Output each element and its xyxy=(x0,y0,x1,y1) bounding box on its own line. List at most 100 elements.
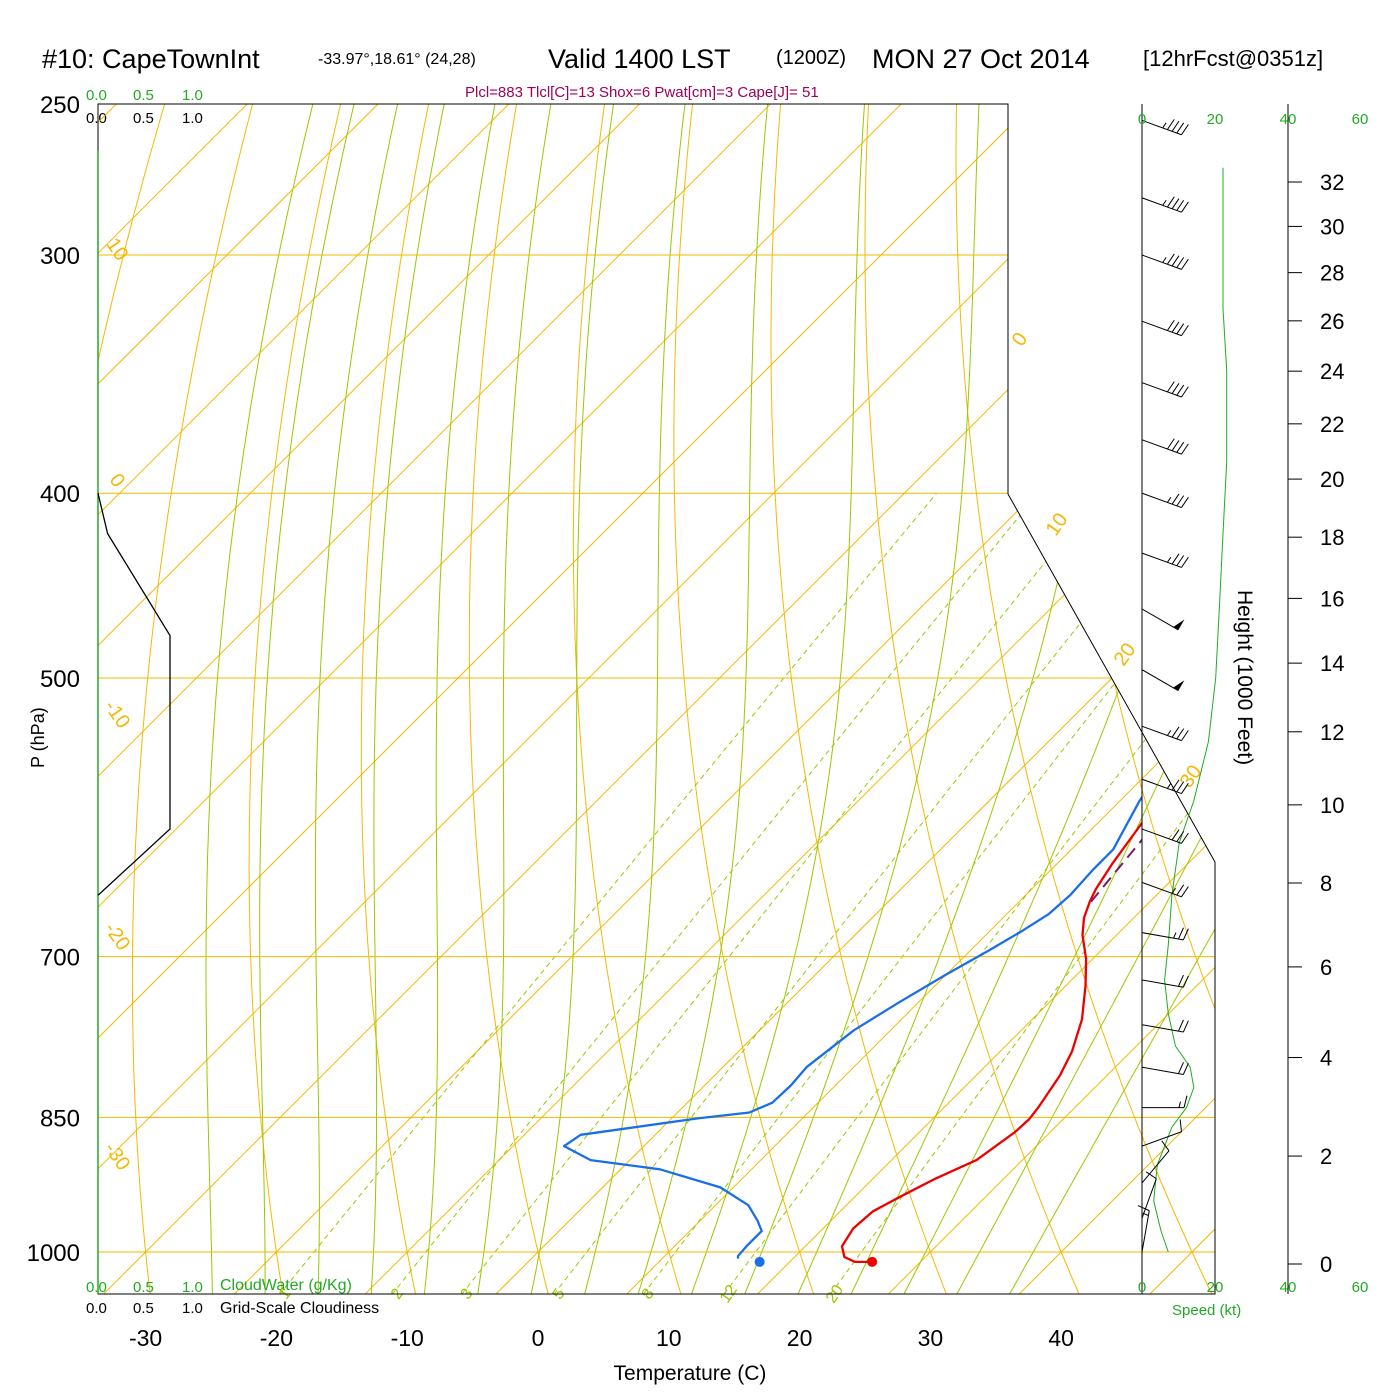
wind-barb-staff xyxy=(1141,439,1182,455)
wind-barb-full xyxy=(1176,495,1185,507)
wind-barb-full xyxy=(1166,438,1175,450)
dry-adiabat-lines xyxy=(98,104,1215,1294)
wind-barb-half xyxy=(1171,887,1176,894)
wind-barb-staff xyxy=(1141,778,1182,795)
dry-adiabat-line xyxy=(131,104,256,1294)
wind-barb xyxy=(1141,552,1189,568)
wind-barb-staff xyxy=(1141,119,1182,136)
speed-tick-top: 20 xyxy=(1207,111,1224,128)
speed-tick-top: 0 xyxy=(1138,111,1146,128)
dry-adiabat-line xyxy=(248,104,344,1294)
wind-barb-full xyxy=(1171,198,1180,210)
isotherm-line xyxy=(98,104,258,1294)
zulu-time: (1200Z) xyxy=(776,47,846,69)
wind-barb xyxy=(1141,669,1185,692)
wind-barb-full xyxy=(1177,927,1184,940)
station-title: #10: CapeTownInt xyxy=(42,44,260,74)
speed-top-ticks: 0 20 40 60 xyxy=(1138,111,1369,128)
temperature-tick-label: 20 xyxy=(787,1325,813,1351)
station-coords: -33.97°,18.61° (24,28) xyxy=(318,51,476,68)
wind-barb-full xyxy=(1181,730,1189,741)
wind-barb-full xyxy=(1181,886,1189,898)
pressure-tick-label: 700 xyxy=(40,945,80,972)
height-tick-label: 6 xyxy=(1320,955,1332,980)
wind-barb-full xyxy=(1181,783,1189,794)
wind-barb-staff xyxy=(1141,1178,1157,1219)
height-tick-label: 14 xyxy=(1320,651,1344,676)
cloudwater-tick-bottom: 0.0 xyxy=(86,1279,107,1296)
wind-barb-full xyxy=(1166,119,1175,130)
isotherm-label: 10 xyxy=(1042,509,1073,540)
temperature-tick-label: 0 xyxy=(532,1325,545,1351)
wind-barb xyxy=(1141,1119,1182,1147)
wind-barb-staff xyxy=(1141,492,1182,509)
wind-barb-full xyxy=(1176,199,1185,211)
temperature-tick-label: -10 xyxy=(391,1325,424,1351)
wind-barb-half xyxy=(1162,199,1167,206)
cloudiness-tick-top: 0.0 xyxy=(86,110,107,127)
wind-barb xyxy=(1141,1062,1189,1075)
height-tick-label: 12 xyxy=(1320,720,1344,745)
isotherm-line xyxy=(98,104,1174,1294)
isotherm-line xyxy=(1139,104,1215,1294)
cloudiness-tick-bottom: 0.0 xyxy=(86,1300,107,1317)
isotherm-label: -10 xyxy=(100,696,135,732)
wind-barb-full xyxy=(1171,726,1180,738)
wind-barb-full xyxy=(1181,124,1189,136)
wind-barb-full xyxy=(1181,832,1189,844)
wind-barb-full xyxy=(1177,1019,1184,1032)
wind-barb-half xyxy=(1166,730,1172,736)
wind-barb-staff xyxy=(1141,254,1182,270)
wind-barb-staff xyxy=(1141,1131,1182,1147)
moist-adiabat-line xyxy=(369,104,452,1294)
isotherm-line xyxy=(224,104,1215,1294)
height-tick-label: 0 xyxy=(1320,1252,1332,1277)
height-tick-label: 24 xyxy=(1320,359,1344,384)
pressure-tick-label: 1000 xyxy=(27,1240,80,1267)
moist-adiabat-line xyxy=(421,104,502,1294)
wind-barb-half xyxy=(1173,932,1177,939)
wind-barb-staff xyxy=(1141,932,1184,941)
surface-temperature-dot xyxy=(867,1256,878,1267)
wind-barb-full xyxy=(1171,255,1180,267)
wind-barb-full xyxy=(1182,1063,1189,1075)
wind-barb-staff xyxy=(1141,669,1179,692)
dry-adiabat-line xyxy=(955,104,1215,1294)
isotherm-line xyxy=(98,104,781,1294)
pressure-ticks: 250 300 400 500 700 850 1000 xyxy=(27,92,80,1267)
wind-barb xyxy=(1141,319,1189,337)
isobar-lines xyxy=(98,254,1215,1253)
cloudwater-tick-bottom: 1.0 xyxy=(182,1279,203,1296)
temperature-ticks: -30 -20 -10 0 10 20 30 40 xyxy=(129,1325,1074,1351)
moist-adiabat-line xyxy=(205,104,322,1294)
wind-barb-staff xyxy=(1141,979,1184,988)
dry-adiabat-line xyxy=(468,104,551,1294)
valid-time: Valid 1400 LST xyxy=(548,44,731,74)
moist-adiabat-line xyxy=(683,104,868,1294)
height-tick-label: 26 xyxy=(1320,309,1344,334)
wind-barb xyxy=(1141,927,1189,941)
cloudiness-tick-bottom: 0.5 xyxy=(133,1300,154,1317)
height-tick-label: 2 xyxy=(1320,1144,1332,1169)
wind-barb-full xyxy=(1166,196,1175,208)
temperature-tick-label: 30 xyxy=(918,1325,944,1351)
cloudwater-top-ticks: 0.0 0.5 1.0 xyxy=(86,87,203,104)
wind-barb xyxy=(1142,1095,1188,1109)
pressure-tick-label: 850 xyxy=(40,1105,80,1132)
wind-barb xyxy=(1141,1171,1157,1219)
height-tick-label: 22 xyxy=(1320,412,1344,437)
forecast-info: [12hrFcst@0351z] xyxy=(1143,46,1323,71)
dry-adiabat-line xyxy=(770,104,950,1294)
speed-tick-bottom: 20 xyxy=(1207,1279,1224,1296)
cloudiness-tick-top: 0.5 xyxy=(133,110,154,127)
wind-barb-staff xyxy=(1141,1066,1184,1075)
temperature-axis-label: Temperature (C) xyxy=(614,1362,767,1385)
wind-barb-full xyxy=(1182,928,1189,941)
wind-barb-full xyxy=(1171,120,1180,132)
speed-tick-top: 40 xyxy=(1280,111,1297,128)
height-tick-label: 16 xyxy=(1320,586,1344,611)
isotherm-line xyxy=(878,104,1215,1294)
wind-barb xyxy=(1141,974,1189,988)
wind-panel xyxy=(1137,104,1289,1294)
